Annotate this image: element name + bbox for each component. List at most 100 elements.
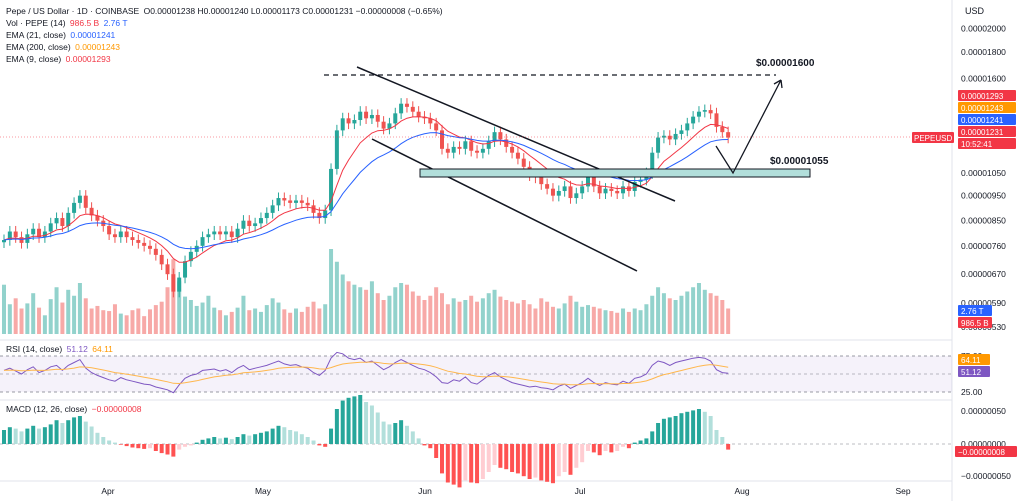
legend-ema21-row[interactable]: EMA (21, close) 0.00001241 (6, 29, 445, 41)
volume-bar (218, 310, 223, 334)
macd-bar (54, 420, 59, 444)
candle-body (42, 231, 47, 238)
volume-bar (533, 308, 538, 334)
volume-bar (445, 304, 450, 334)
macd-bar (457, 444, 462, 488)
macd-bar (364, 402, 369, 444)
currency-label[interactable]: USD (965, 6, 985, 16)
macd-bar (475, 444, 480, 484)
macd-bar (416, 438, 421, 444)
macd-bar (311, 440, 316, 444)
rsi-tag-label: 64.11 (961, 356, 981, 365)
macd-value: −0.00000008 (91, 404, 142, 414)
legend-ema9-row[interactable]: EMA (9, close) 0.00001293 (6, 53, 445, 65)
volume-bar (469, 295, 474, 334)
candle-body (621, 186, 626, 194)
macd-bar (673, 416, 678, 444)
volume-bar (60, 302, 65, 334)
volume-bar (644, 304, 649, 334)
ema9-label: EMA (9, close) (6, 54, 62, 64)
macd-tag (955, 446, 1017, 457)
candle-body (282, 198, 287, 201)
volume-bar (188, 300, 193, 334)
macd-bar (510, 444, 515, 472)
candle-body (288, 200, 293, 203)
macd-bar (130, 444, 135, 448)
candle-body (632, 181, 637, 191)
volume-bar (340, 274, 345, 334)
candle-body (369, 114, 374, 119)
candle-body (13, 231, 18, 238)
price-axis-tick: 0.00000760 (961, 241, 1006, 251)
volume-bar (142, 316, 147, 334)
macd-bar (580, 444, 585, 463)
candle-body (539, 177, 544, 185)
volume-bar (422, 300, 427, 334)
symbol-title[interactable]: Pepe / US Dollar · 1D · COINBASE (6, 6, 140, 16)
macd-axis-tick: 0.00000000 (961, 439, 1006, 449)
volume-bar (258, 311, 263, 334)
macd-bar (107, 440, 112, 444)
candle-body (510, 146, 515, 153)
macd-bar (223, 437, 228, 444)
volume-bar (550, 306, 555, 334)
candle-body (375, 114, 380, 122)
candle-body (72, 202, 77, 213)
candle-body (264, 212, 269, 219)
candle-body (416, 111, 421, 117)
legend-volume-row[interactable]: Vol · PEPE (14) 986.5 B 2.76 T (6, 17, 445, 29)
volume-bar (107, 311, 112, 334)
macd-legend[interactable]: MACD (12, 26, close) −0.00000008 (6, 403, 144, 415)
volume-bar (463, 300, 468, 334)
candle-body (153, 248, 158, 255)
price-axis-tick: 0.00001800 (961, 47, 1006, 57)
macd-bar (422, 444, 427, 446)
candle-body (323, 210, 328, 219)
price-tag (958, 102, 1016, 113)
volume-value-2: 2.76 T (103, 18, 128, 28)
candle-body (685, 123, 690, 131)
volume-bar (118, 313, 123, 334)
price-tag-label: 0.00001231 (961, 128, 1004, 137)
candle-body (118, 231, 123, 238)
candle-body (714, 113, 719, 127)
macd-bar (153, 444, 158, 451)
candle-body (188, 251, 193, 262)
volume-bar (241, 295, 246, 334)
macd-bar (387, 424, 392, 444)
macd-bar (399, 420, 404, 444)
volume-bar (726, 308, 731, 334)
volume-bar (393, 287, 398, 334)
candle-body (451, 146, 456, 153)
projection-arrow (715, 79, 782, 175)
volume-bar (7, 304, 12, 334)
volume-bar (48, 299, 53, 334)
macd-bar (521, 444, 526, 477)
rsi-ma-value: 64.11 (92, 344, 113, 354)
rsi-legend[interactable]: RSI (14, close) 51.12 64.11 (6, 343, 115, 355)
candle-body (276, 198, 281, 206)
volume-bar (679, 295, 684, 334)
price-axis-tick: 0.00002000 (961, 23, 1006, 33)
candle-body (358, 111, 363, 121)
macd-bar (95, 432, 100, 444)
volume-bar (148, 309, 152, 334)
volume-bar (136, 308, 141, 334)
candle-body (112, 234, 117, 238)
candle-body (305, 202, 310, 206)
volume-bar (183, 296, 188, 334)
volume-bar (714, 295, 719, 334)
candle-body (673, 133, 678, 140)
macd-bar (650, 431, 655, 444)
macd-bar (702, 411, 707, 444)
rsi-axis-tick: 25.00 (961, 387, 983, 397)
ema9-line (3, 116, 729, 263)
candle-body (393, 113, 398, 124)
legend-ema200-row[interactable]: EMA (200, close) 0.00001243 (6, 41, 445, 53)
volume-bar (696, 283, 701, 334)
macd-bar (609, 444, 614, 453)
volume-bar (580, 306, 585, 334)
macd-bar (60, 423, 65, 444)
volume-bar (229, 311, 234, 334)
volume-bar (247, 310, 252, 334)
